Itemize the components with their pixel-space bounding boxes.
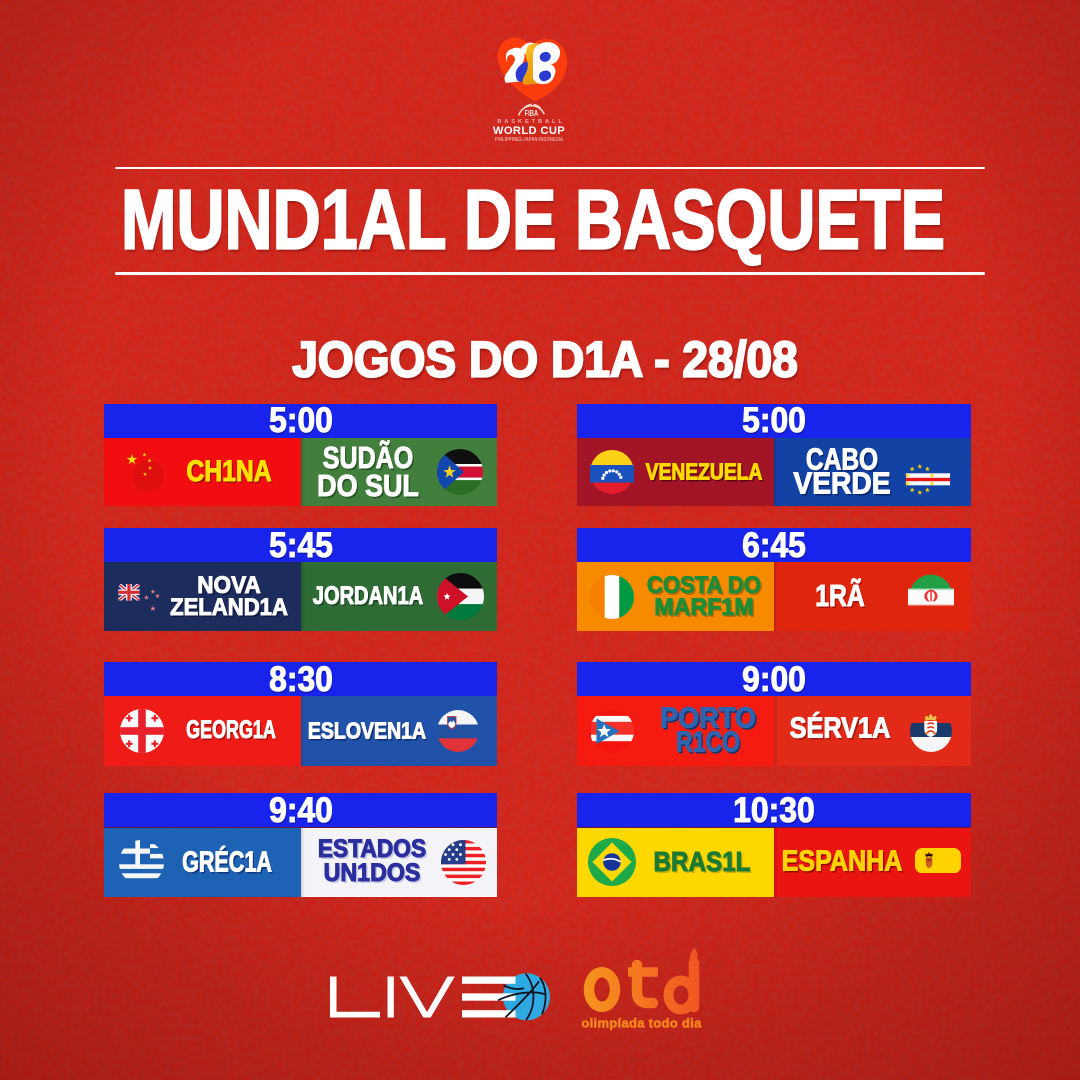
svg-text:FIBA: FIBA <box>525 108 539 118</box>
